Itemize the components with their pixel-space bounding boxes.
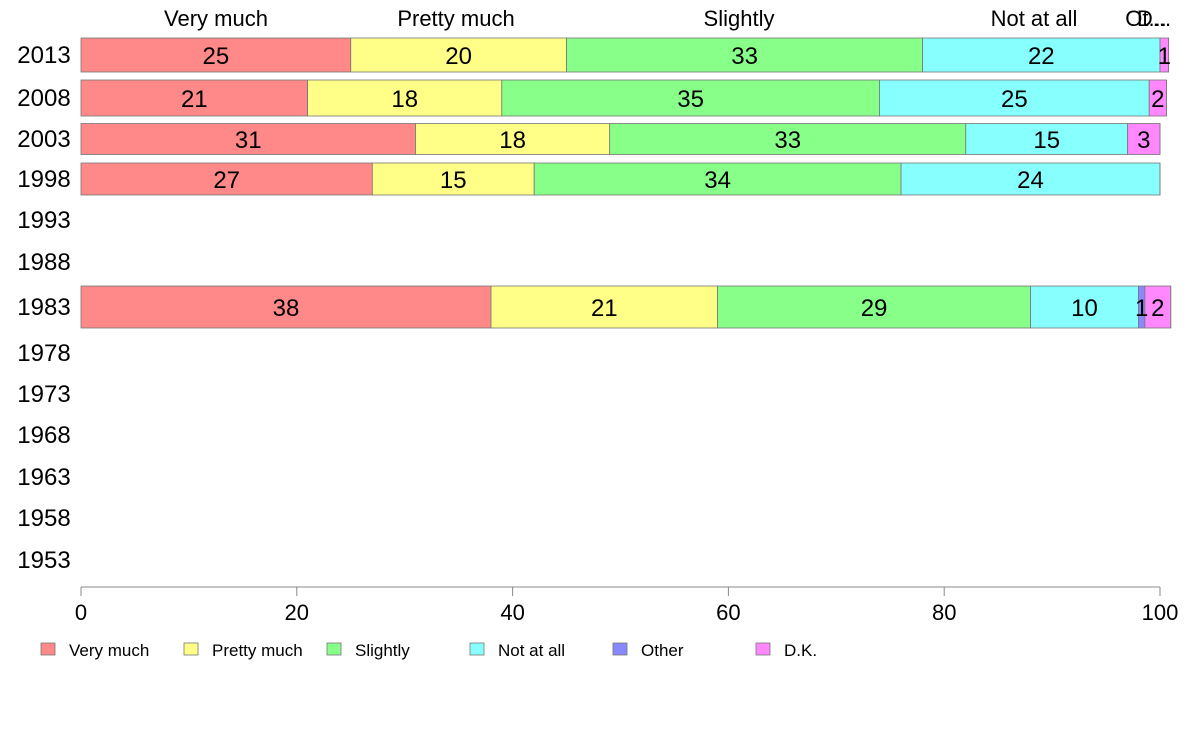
year-label: 2008 [17, 85, 70, 112]
bar-value-label: 34 [704, 167, 731, 194]
legend-label: Other [641, 641, 684, 660]
bar-segment [566, 37, 924, 73]
legend-label: Slightly [355, 641, 410, 660]
legend-swatch [755, 642, 771, 656]
bar-segment [1127, 123, 1161, 155]
column-header-label: Not at all [991, 6, 1078, 31]
bar-segment [80, 285, 492, 329]
bar-segment [415, 123, 611, 155]
bar-value-label: 38 [273, 295, 300, 322]
legend-swatch [40, 642, 56, 656]
bar-value-label: 35 [677, 86, 704, 113]
bar-segment [533, 162, 902, 196]
bar-value-label: 33 [731, 43, 758, 70]
bar-segment [900, 162, 1161, 196]
bar-value-label: 1 [1158, 43, 1171, 70]
bar-value-label: 3 [1137, 127, 1150, 154]
year-label: 1968 [17, 422, 70, 449]
legend-label: D.K. [784, 641, 817, 660]
column-header-label: D... [1137, 6, 1171, 31]
bar-value-label: 20 [445, 43, 472, 70]
x-tick-label: 40 [500, 600, 524, 625]
bar-segment [371, 162, 535, 196]
bar-segment [717, 285, 1031, 329]
bar-segment [80, 37, 352, 73]
bar-segment [609, 123, 967, 155]
bar-value-label: 22 [1028, 43, 1055, 70]
year-label: 2003 [17, 126, 70, 153]
year-label-group: 2013 2008 2003 1998 1993 1988 1983 1978 1973 1968… [17, 42, 70, 574]
year-label: 1963 [17, 464, 70, 491]
column-header-label: Very much [164, 6, 268, 31]
column-header-group: Very much Pretty much Slightly Not at all Ot… [164, 6, 1171, 31]
bar-value-label: 1 [1135, 295, 1148, 322]
legend-swatch [612, 642, 628, 656]
year-label: 1988 [17, 249, 70, 276]
x-tick-label: 20 [285, 600, 309, 625]
bar-value-label: 21 [181, 86, 208, 113]
bar-segment [501, 79, 880, 117]
year-label: 1958 [17, 505, 70, 532]
legend-swatch [183, 642, 199, 656]
bar-value-label: 15 [1033, 127, 1060, 154]
bar-segment [965, 123, 1129, 155]
bar-segment [80, 79, 308, 117]
legend-label: Pretty much [212, 641, 303, 660]
column-header-label: Ot... [1125, 6, 1167, 31]
bar-segment [490, 285, 719, 329]
column-header-label: Slightly [704, 6, 775, 31]
bar-value-label: 31 [235, 127, 262, 154]
bar-value-label: 2 [1151, 295, 1164, 322]
bar-value-label: 33 [774, 127, 801, 154]
bar-segment [922, 37, 1161, 73]
year-label: 2013 [17, 42, 70, 69]
x-tick-label: 0 [75, 600, 87, 625]
year-label: 1953 [17, 547, 70, 574]
bar-value-label: 15 [440, 167, 467, 194]
year-label: 1998 [17, 166, 70, 193]
legend-swatch [469, 642, 485, 656]
bar-value-label: 29 [861, 295, 888, 322]
bar-value-label: 21 [591, 295, 618, 322]
year-label: 1978 [17, 340, 70, 367]
bar-value-label: 25 [203, 43, 230, 70]
bar-segment [350, 37, 567, 73]
legend-label: Very much [69, 641, 149, 660]
bar-value-label: 2 [1151, 86, 1164, 113]
bar-value-label: 24 [1017, 167, 1044, 194]
bar-value-label: 25 [1001, 86, 1028, 113]
bar-segment [1144, 285, 1172, 329]
bar-value-label: 27 [213, 167, 240, 194]
bar-segment [80, 162, 373, 196]
x-tick-label: 60 [716, 600, 740, 625]
bar-value-label: 18 [499, 127, 526, 154]
column-header-label: Pretty much [397, 6, 514, 31]
year-label: 1993 [17, 207, 70, 234]
legend-label: Not at all [498, 641, 565, 660]
bar-value-label: 18 [391, 86, 418, 113]
bar-group [80, 37, 1172, 329]
x-axis: 0 20 40 60 80 100 [75, 586, 1179, 625]
legend: Very much Pretty much Slightly Not at all Ot… [40, 641, 817, 660]
legend-swatch [326, 642, 342, 656]
x-tick-label: 80 [932, 600, 956, 625]
year-label: 1973 [17, 381, 70, 408]
bar-segment [307, 79, 503, 117]
x-tick-label: 100 [1142, 600, 1179, 625]
bar-value-label: 10 [1071, 295, 1098, 322]
bar-segment [1030, 285, 1139, 329]
year-label: 1983 [17, 294, 70, 321]
